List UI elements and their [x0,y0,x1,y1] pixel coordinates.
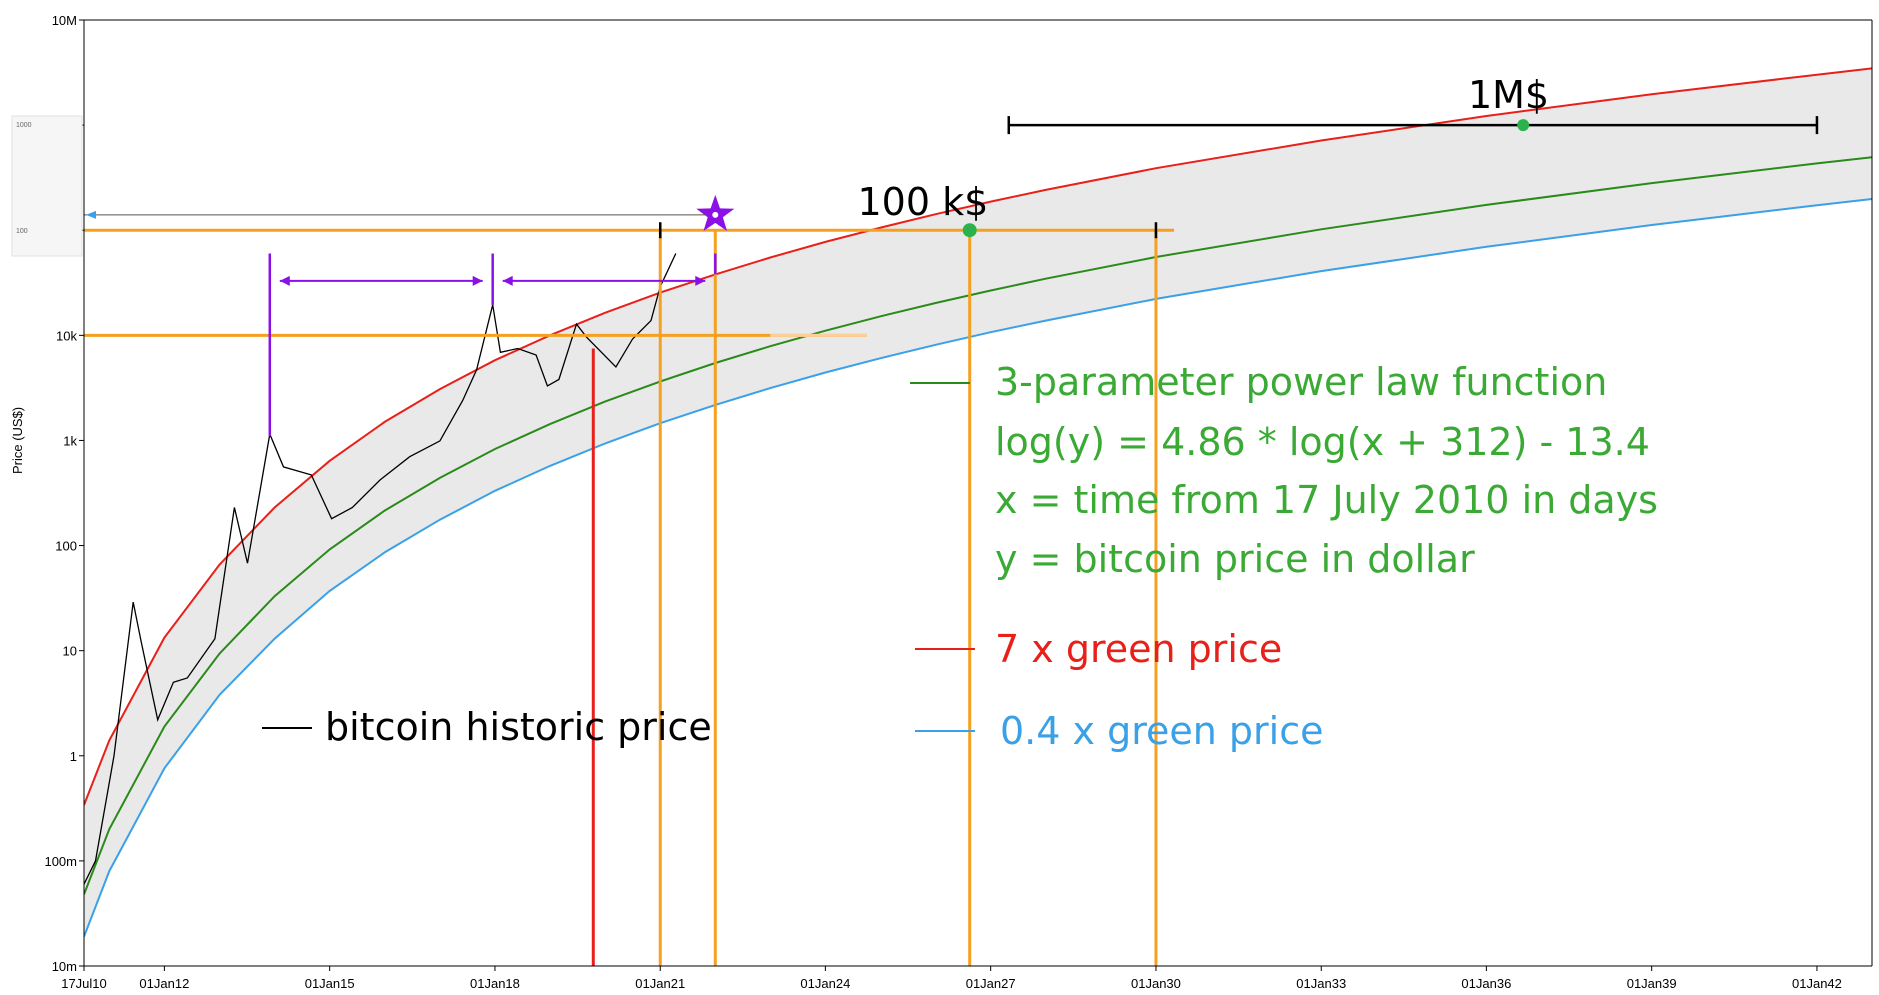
x-tick-label: 01Jan27 [966,976,1016,991]
pointer-arrowhead [86,210,96,219]
x-tick-label: 01Jan15 [305,976,355,991]
series-line-bitcoin [84,253,677,885]
x-tick-label: 01Jan39 [1627,976,1677,991]
inset-label-top: 1000 [16,122,32,129]
purple-arrowhead-left-0 [279,275,290,286]
x-tick-label: 01Jan24 [800,976,850,991]
y-axis-label: Price (US$) [10,407,25,474]
y-tick-label: 100m [44,854,77,869]
annotation-1m: 1M$ [1468,73,1549,117]
legend-formula: log(y) = 4.86 * log(x + 312) - 13.4 [995,420,1650,464]
legend-label-blue: 0.4 x green price [1000,709,1323,753]
inset-panel [11,115,83,257]
intersection-dot-1m [1517,119,1530,132]
legend-label-black: bitcoin historic price [325,705,712,749]
x-tick-label: 01Jan12 [139,976,189,991]
y-tick-label: 1k [63,433,77,448]
purple-arrowhead-left-1 [502,275,513,286]
x-tick-label: 01Jan36 [1461,976,1511,991]
purple-arrowhead-right-1 [695,275,706,286]
legend-label-red: 7 x green price [995,627,1282,671]
band-region [84,68,1872,937]
annotation-100k: 100 k$ [858,180,989,224]
intersection-dot-100k [962,223,977,238]
legend-x-definition: x = time from 17 July 2010 in days [995,478,1658,522]
y-tick-label: 10M [52,13,77,28]
x-tick-label: 17Jul10 [61,976,107,991]
purple-arrowhead-right-0 [472,275,483,286]
x-tick-label: 01Jan42 [1792,976,1842,991]
y-tick-label: 100 [55,539,77,554]
x-tick-label: 01Jan33 [1296,976,1346,991]
x-tick-label: 01Jan21 [635,976,685,991]
purple-star-center [712,211,719,218]
legend-y-definition: y = bitcoin price in dollar [995,537,1475,581]
y-tick-label: 10k [56,328,77,343]
inset-label-bottom: 100 [16,228,28,235]
legend-label-green: 3-parameter power law function [995,360,1607,404]
y-tick-label: 1 [70,749,77,764]
y-tick-label: 10 [63,644,77,659]
x-tick-label: 01Jan18 [470,976,520,991]
y-tick-label: 10m [52,959,77,974]
x-tick-label: 01Jan30 [1131,976,1181,991]
